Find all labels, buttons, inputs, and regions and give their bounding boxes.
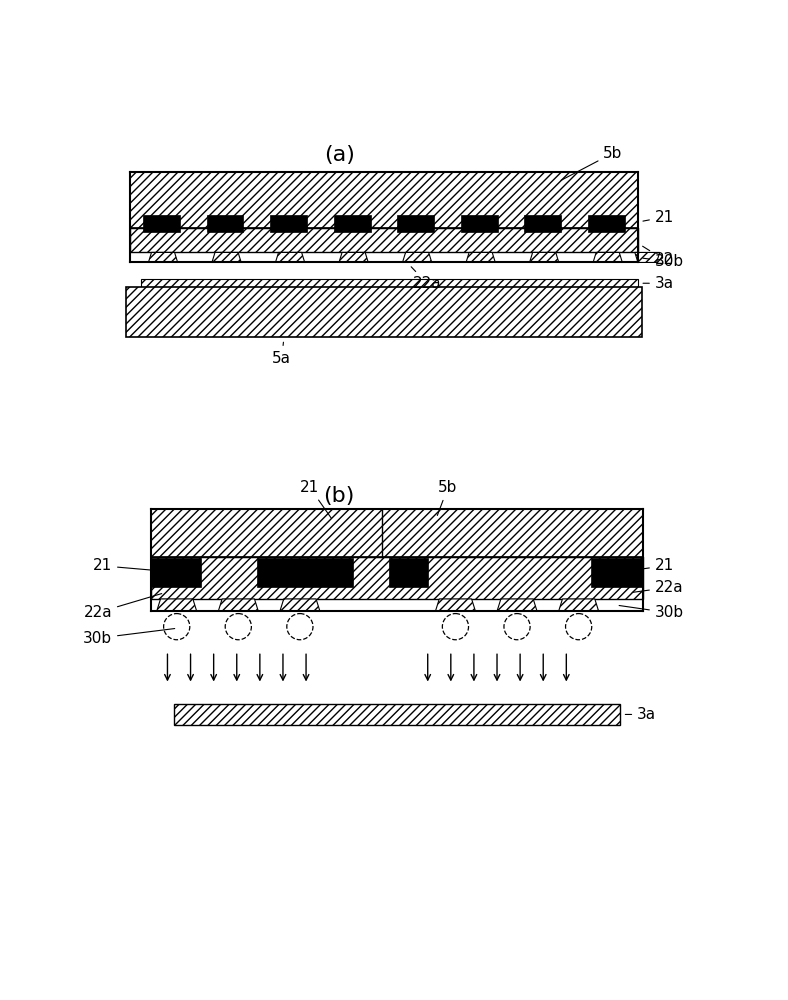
- Text: 21: 21: [93, 558, 171, 573]
- Polygon shape: [403, 252, 432, 262]
- Polygon shape: [497, 599, 537, 611]
- Bar: [151, 509, 643, 557]
- Bar: [173, 704, 620, 725]
- Text: 3a: 3a: [626, 707, 656, 722]
- Text: (b): (b): [324, 486, 355, 506]
- Text: 30b: 30b: [643, 254, 684, 269]
- Bar: [397, 215, 434, 232]
- Bar: [270, 215, 307, 232]
- Text: 21: 21: [300, 480, 331, 518]
- Polygon shape: [635, 252, 660, 262]
- Text: (a): (a): [324, 145, 355, 165]
- Polygon shape: [436, 599, 475, 611]
- Polygon shape: [157, 599, 197, 611]
- Bar: [130, 228, 638, 252]
- Text: 3a: 3a: [643, 276, 674, 291]
- Polygon shape: [466, 252, 496, 262]
- Polygon shape: [339, 252, 368, 262]
- Bar: [141, 279, 638, 287]
- Text: 22a: 22a: [411, 267, 442, 291]
- Text: 30b: 30b: [83, 629, 175, 646]
- Bar: [126, 287, 641, 337]
- Text: 21: 21: [643, 210, 674, 225]
- Bar: [206, 215, 243, 232]
- Bar: [591, 558, 643, 587]
- Text: 22a: 22a: [632, 580, 683, 595]
- Bar: [130, 172, 638, 228]
- Text: 22a: 22a: [84, 594, 162, 620]
- Bar: [588, 215, 625, 232]
- Bar: [524, 215, 561, 232]
- Polygon shape: [559, 599, 599, 611]
- Text: 22: 22: [642, 246, 674, 267]
- Bar: [143, 215, 180, 232]
- Polygon shape: [148, 252, 177, 262]
- Text: 5b: 5b: [437, 480, 458, 515]
- Text: 5b: 5b: [561, 146, 623, 180]
- Bar: [151, 557, 643, 599]
- Bar: [333, 215, 370, 232]
- Text: 5a: 5a: [272, 342, 292, 366]
- Polygon shape: [530, 252, 559, 262]
- Text: 30b: 30b: [619, 605, 684, 620]
- Bar: [461, 215, 497, 232]
- Polygon shape: [218, 599, 258, 611]
- Polygon shape: [280, 599, 320, 611]
- Text: 21: 21: [623, 558, 674, 573]
- Polygon shape: [276, 252, 305, 262]
- Bar: [257, 558, 353, 587]
- Bar: [389, 558, 428, 587]
- Bar: [151, 558, 201, 587]
- Polygon shape: [212, 252, 241, 262]
- Polygon shape: [593, 252, 623, 262]
